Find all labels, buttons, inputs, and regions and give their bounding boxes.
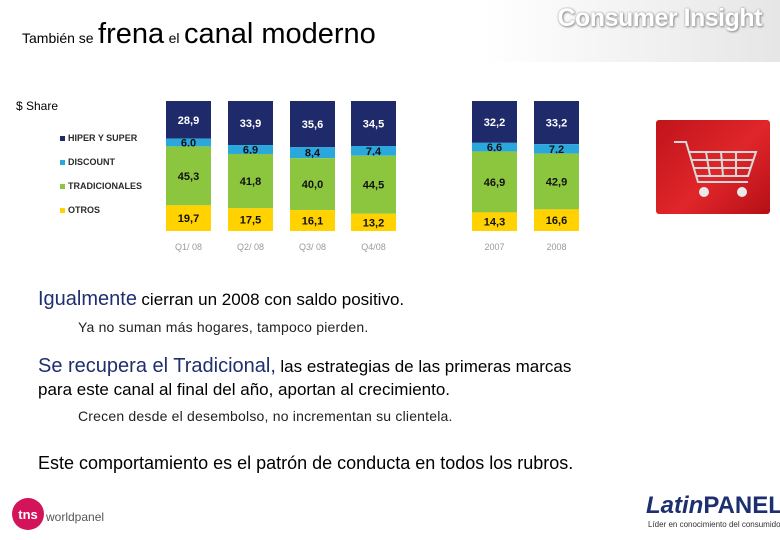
- bar-segment: [228, 208, 273, 231]
- body-line-1-rest: cierran un 2008 con saldo positivo.: [141, 290, 405, 309]
- legend-label: HIPER Y SUPER: [68, 133, 138, 143]
- worldpanel-label: worldpanel: [46, 510, 105, 524]
- bar-segment: [534, 153, 579, 210]
- legend-swatch-icon: [60, 159, 65, 165]
- data-label: 33,2: [546, 118, 567, 130]
- body-line-3-emphasis: Se recupera el Tradicional,: [38, 355, 276, 377]
- data-label: 41,8: [240, 176, 261, 188]
- bar-segment: [166, 138, 211, 147]
- body-line-4: para este canal al final del año, aporta…: [38, 380, 451, 399]
- data-label: 34,5: [363, 119, 384, 131]
- x-tick-label: Q2/ 08: [237, 242, 264, 252]
- bar-segment: [351, 213, 396, 231]
- body-line-5: Crecen desde el desembolso, no increment…: [78, 408, 453, 424]
- shopping-cart-icon: [656, 120, 770, 214]
- share-label: $ Share: [16, 99, 59, 113]
- bar-segment: [166, 101, 211, 139]
- legend-item: TRADICIONALES: [60, 174, 142, 198]
- legend-item: HIPER Y SUPER: [60, 126, 142, 150]
- body-line-6: Este comportamiento es el patrón de cond…: [38, 453, 574, 473]
- body-line-3-rest: las estrategias de las primeras marcas: [280, 357, 572, 376]
- bar-segment: [228, 145, 273, 154]
- data-label: 6,6: [487, 142, 502, 154]
- bar-segment: [534, 209, 579, 231]
- data-label: 44,5: [363, 180, 384, 192]
- data-label: 7,2: [549, 144, 564, 156]
- data-label: 42,9: [546, 176, 567, 188]
- bar-segment: [351, 101, 396, 147]
- bar-segment: [472, 142, 517, 152]
- legend-label: OTROS: [68, 205, 101, 215]
- bar-segment: [351, 155, 396, 214]
- data-label: 8,4: [305, 148, 321, 160]
- data-label: 16,6: [546, 215, 567, 227]
- data-label: 46,9: [484, 177, 505, 189]
- data-label: 19,7: [178, 213, 199, 225]
- chart-legend: HIPER Y SUPER DISCOUNT TRADICIONALES OTR…: [60, 126, 142, 222]
- x-tick-label: Q4/08: [361, 242, 386, 252]
- data-label: 14,3: [484, 217, 505, 229]
- bar-segment: [290, 101, 335, 148]
- bar-segment: [472, 151, 517, 213]
- bar-segment: [290, 158, 335, 211]
- data-label: 40,0: [302, 179, 323, 191]
- legend-swatch-icon: [60, 207, 65, 213]
- data-label: 16,1: [302, 216, 323, 228]
- data-label: 6,9: [243, 145, 258, 157]
- title-part-2: frena: [98, 18, 165, 50]
- legend-item: DISCOUNT: [60, 150, 142, 174]
- legend-label: DISCOUNT: [68, 157, 115, 167]
- bar-segment: [472, 101, 517, 143]
- page-title: También se frena el canal moderno: [22, 18, 376, 51]
- latinpanel-logo: LatinPANEL: [646, 492, 780, 520]
- shopping-cart-drawing: [674, 141, 758, 197]
- legend-label: TRADICIONALES: [68, 181, 142, 191]
- data-label: 17,5: [240, 215, 261, 227]
- data-label: 33,9: [240, 118, 261, 130]
- legend-swatch-icon: [60, 135, 65, 141]
- bar-segment: [290, 210, 335, 231]
- bar-segment: [534, 101, 579, 145]
- bar-segment: [166, 146, 211, 206]
- x-tick-label: 2007: [484, 242, 504, 252]
- data-label: 13,2: [363, 217, 384, 229]
- data-label: 35,6: [302, 119, 323, 131]
- tns-logo: tns: [12, 498, 44, 530]
- brand-logo: Consumer Insight: [557, 4, 762, 32]
- bar-segment: [534, 144, 579, 154]
- data-label: 7,4: [366, 146, 382, 158]
- x-tick-label: 2008: [546, 242, 566, 252]
- data-label: 32,2: [484, 117, 505, 129]
- body-line-2: Ya no suman más hogares, tampoco pierden…: [78, 319, 369, 335]
- latinpanel-latin: Latin: [646, 492, 704, 519]
- legend-swatch-icon: [60, 183, 65, 189]
- latinpanel-tagline: Líder en conocimiento del consumidor: [648, 520, 780, 529]
- header-bar: [0, 0, 780, 62]
- x-tick-label: Q3/ 08: [299, 242, 326, 252]
- body-line-1-emphasis: Igualmente: [38, 288, 137, 310]
- latinpanel-panel: PANEL: [703, 492, 780, 519]
- title-part-4: canal moderno: [183, 18, 376, 50]
- bar-segment: [228, 101, 273, 146]
- stacked-bar-chart: 28,96,045,319,7Q1/ 0833,96,941,817,5Q2/ …: [166, 101, 579, 252]
- data-label: 45,3: [178, 171, 199, 183]
- legend-item: OTROS: [60, 198, 142, 222]
- bar-segment: [472, 212, 517, 231]
- body-line-3: Se recupera el Tradicional, las estrateg…: [38, 355, 571, 378]
- bar-segment: [166, 205, 211, 231]
- title-part-1: También se: [22, 30, 94, 46]
- bar-segment: [351, 146, 396, 156]
- bar-segment: [290, 147, 335, 159]
- title-part-3: el: [168, 30, 180, 46]
- body-line-1: Igualmente cierran un 2008 con saldo pos…: [38, 288, 404, 311]
- data-label: 28,9: [178, 115, 199, 127]
- x-tick-label: Q1/ 08: [175, 242, 202, 252]
- bar-segment: [228, 153, 273, 209]
